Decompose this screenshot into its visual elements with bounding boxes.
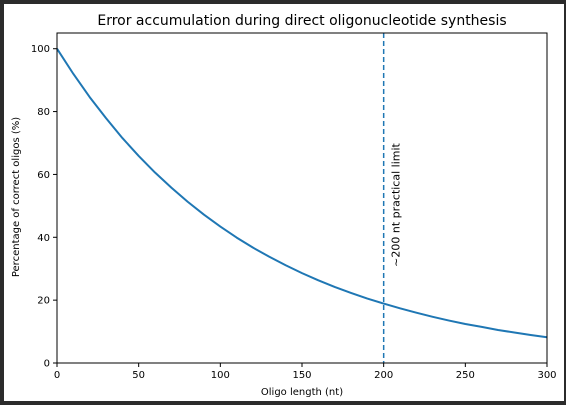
x-tick-label: 50 bbox=[132, 370, 145, 381]
x-axis-label: Oligo length (nt) bbox=[261, 387, 343, 398]
x-tick-label: 100 bbox=[211, 370, 230, 381]
y-tick-label: 80 bbox=[37, 107, 50, 118]
y-axis-label: Percentage of correct oligos (%) bbox=[11, 117, 22, 277]
y-tick-label: 100 bbox=[31, 44, 50, 55]
figure-background bbox=[4, 4, 564, 401]
y-tick-label: 60 bbox=[37, 170, 50, 181]
x-tick-label: 250 bbox=[456, 370, 475, 381]
y-tick-label: 40 bbox=[37, 233, 50, 244]
x-tick-label: 0 bbox=[54, 370, 60, 381]
limit-label: ~200 nt practical limit bbox=[390, 142, 403, 266]
x-tick-label: 300 bbox=[537, 370, 556, 381]
series-line-0 bbox=[56, 48, 548, 339]
chart-title: Error accumulation during direct oligonu… bbox=[97, 13, 506, 29]
y-tick-label: 20 bbox=[37, 296, 50, 307]
x-tick-label: 150 bbox=[292, 370, 311, 381]
y-tick-label: 0 bbox=[44, 359, 50, 370]
x-tick-label: 200 bbox=[374, 370, 393, 381]
